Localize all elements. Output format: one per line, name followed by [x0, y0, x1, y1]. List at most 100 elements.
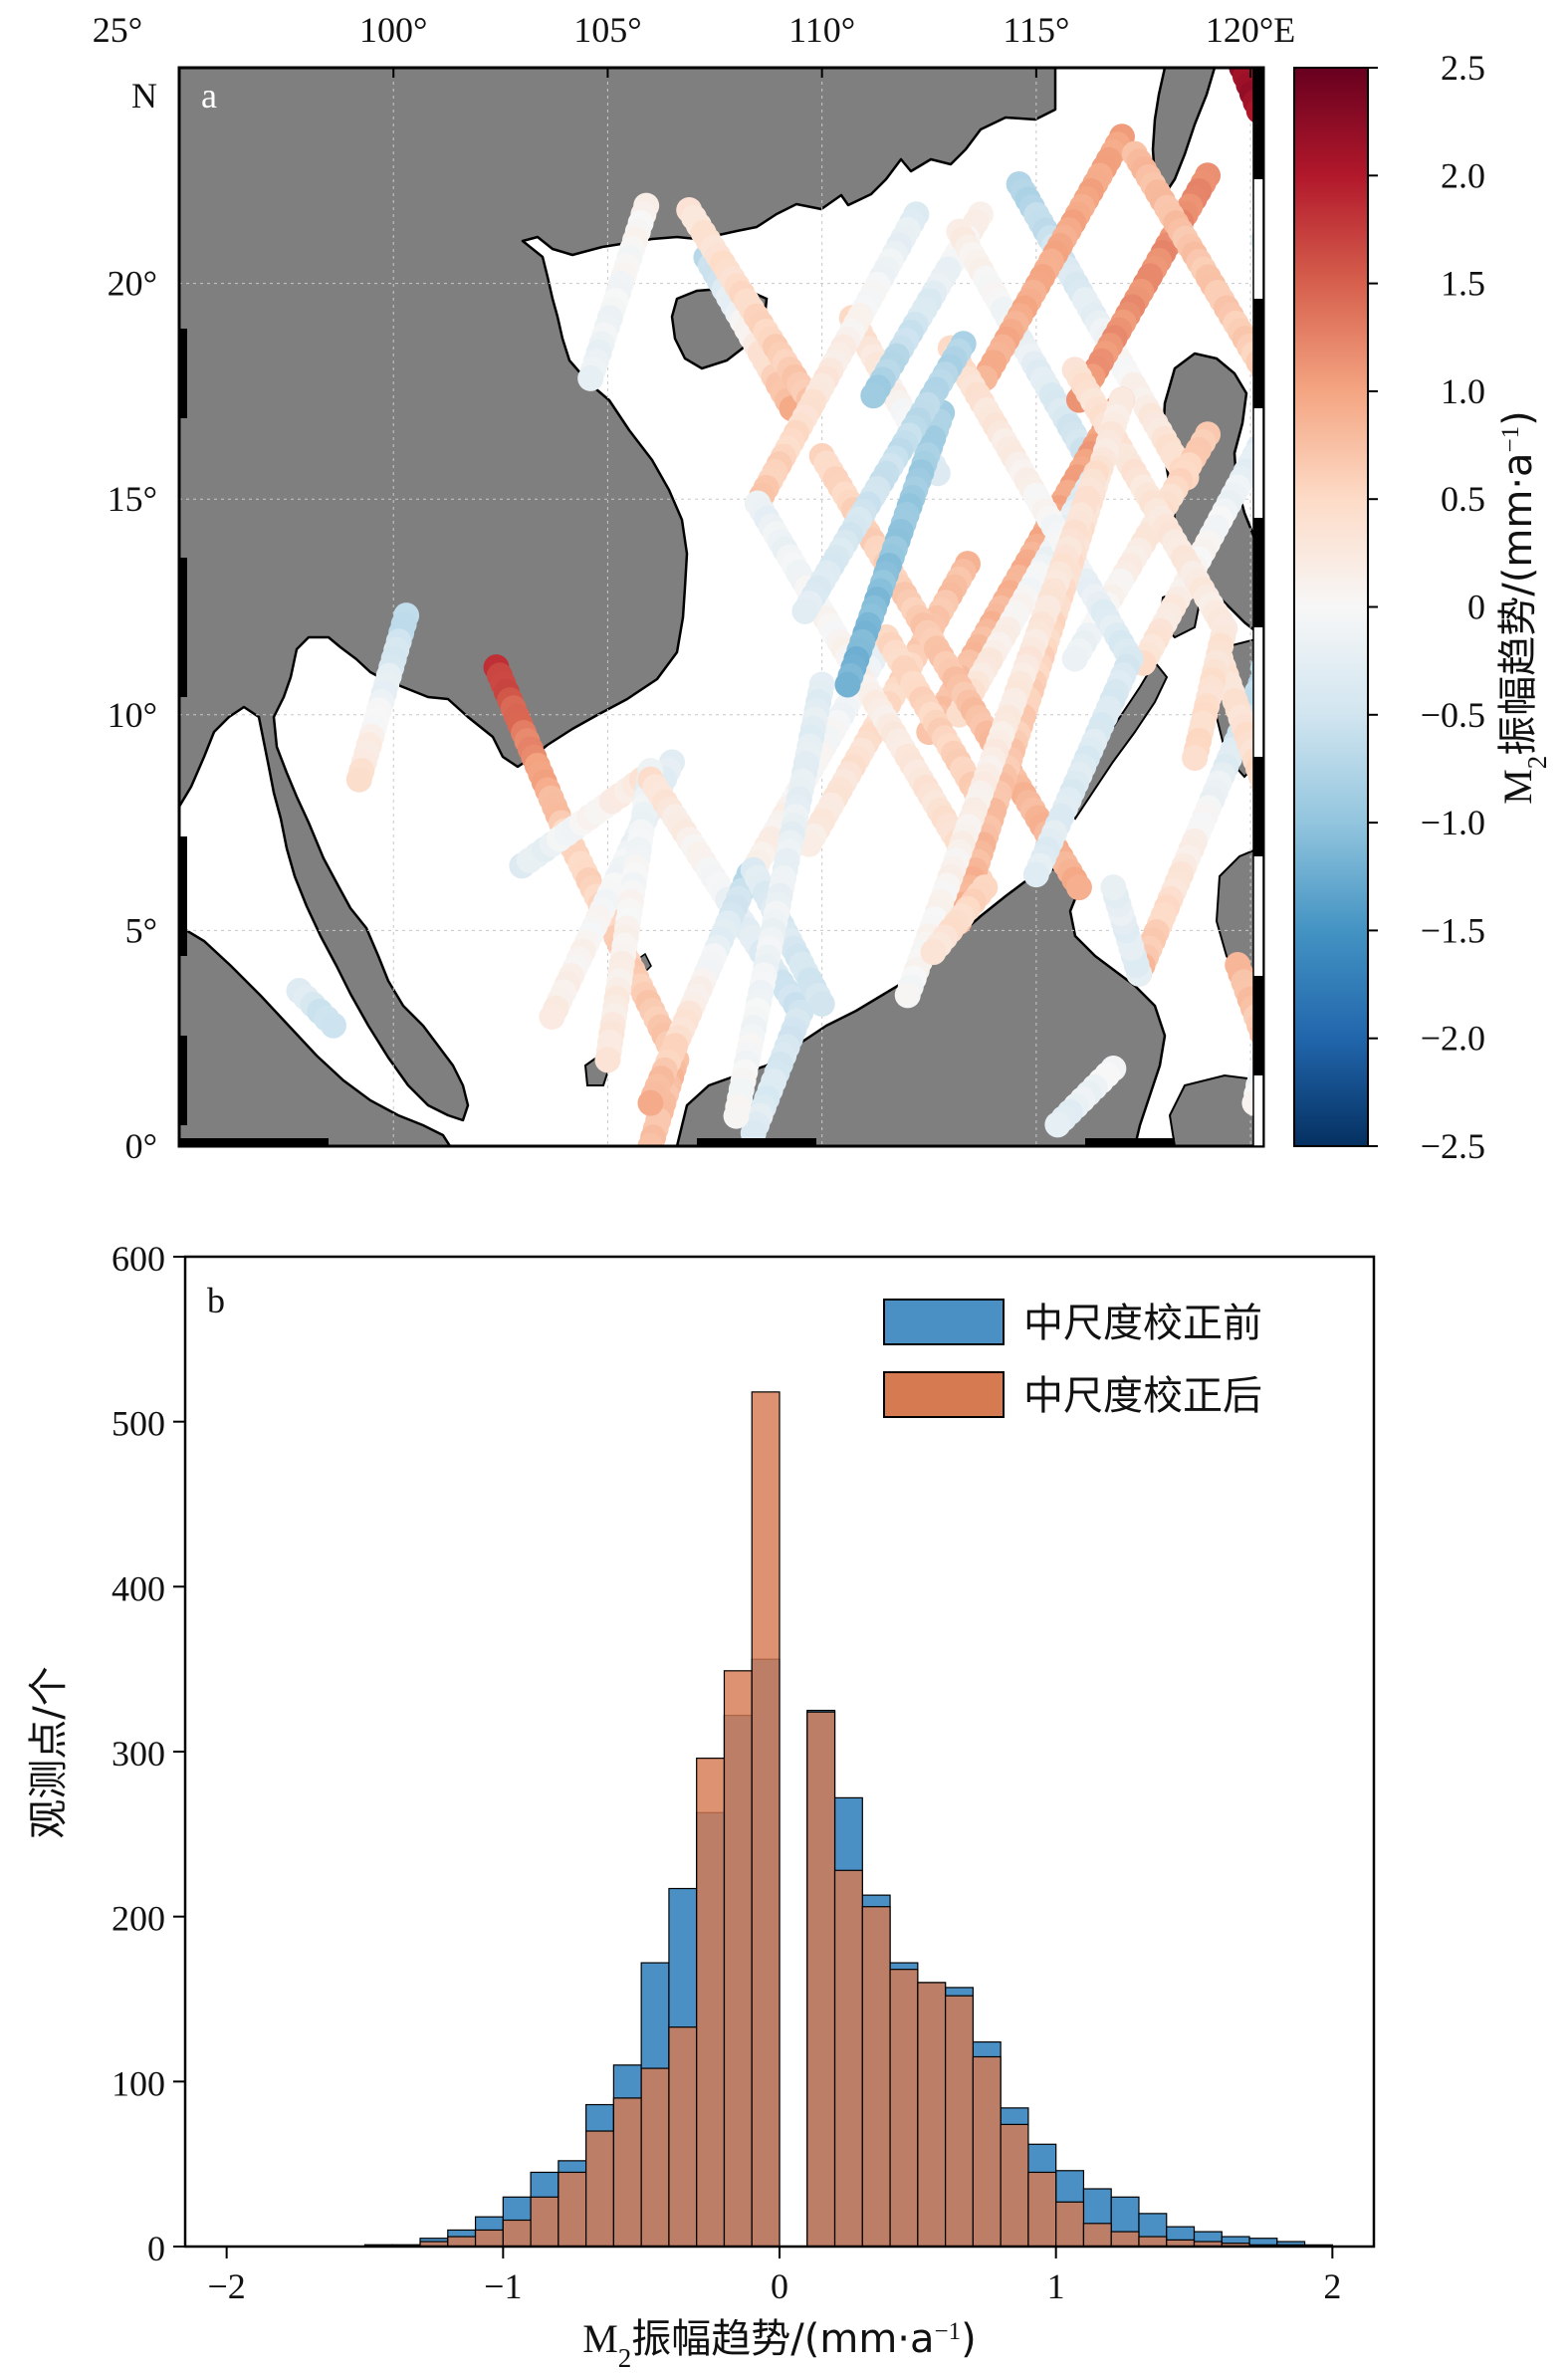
track-point [1022, 861, 1049, 888]
map-y-tick-label: 5° [125, 910, 157, 950]
histogram-bar [1082, 2223, 1112, 2248]
track-45 [723, 671, 835, 1129]
track-point [1265, 815, 1291, 840]
map-y-tick-label: 0° [125, 1126, 157, 1166]
legend-swatch-before [883, 1299, 1005, 1345]
histogram-y-tick-label: 600 [112, 1239, 165, 1279]
track-47 [1022, 645, 1144, 888]
colorbar-tick-label: 0.5 [1441, 479, 1485, 519]
map-frame-stripes [179, 68, 1263, 1146]
histogram-bar [972, 2055, 1002, 2248]
frame-stripe [1085, 1138, 1175, 1146]
track-point [1265, 689, 1291, 715]
track-point [920, 939, 947, 966]
track-point [1268, 824, 1294, 849]
legend-label-before: 中尺度校正前 [1023, 1301, 1262, 1346]
histogram-bar [945, 1995, 974, 2248]
frame-stripe [179, 1138, 329, 1146]
histogram-bar [696, 1758, 726, 2248]
panel-label-a: a [201, 76, 217, 116]
map-x-tick-label: 100° [359, 10, 427, 50]
histogram-legend: 中尺度校正前 中尺度校正后 [883, 1299, 1262, 1419]
track-33 [345, 602, 420, 793]
histogram-panel: −2 −1 0 1 2 0 100 200 300 400 500 600 b 中尺度校正前 中尺度校… [26, 1239, 1376, 2373]
land-mainland-asia [179, 68, 1057, 1122]
frame-stripe [179, 329, 187, 418]
map-y-tick-label: 10° [108, 695, 157, 735]
histogram-bar [558, 2171, 587, 2248]
map-panel: 25° 100° 105° 110° 115° 120°E N 20° 15° 10° 5° 0° a [93, 10, 1295, 1166]
track-46 [1100, 874, 1153, 987]
map-x-tick-label: 105° [573, 10, 641, 50]
track-point [320, 1012, 346, 1039]
track-49 [1044, 1056, 1127, 1138]
track-point [594, 1047, 621, 1073]
colorbar-tick-label: 2.0 [1441, 155, 1485, 195]
track-point [1269, 697, 1295, 723]
colorbar-gradient [1293, 67, 1369, 1147]
track-point [1264, 984, 1290, 1010]
track-point [791, 597, 818, 624]
histogram-bar [889, 1969, 919, 2248]
colorbar-tick-label: 2.5 [1441, 48, 1485, 88]
track-48 [1182, 615, 1238, 772]
histogram-bar [1000, 2123, 1029, 2248]
track-point [1262, 816, 1263, 824]
map-x-tick-label: 115° [1003, 10, 1069, 50]
track-11 [1121, 140, 1263, 383]
histogram-y-tick-label: 500 [112, 1404, 165, 1444]
map-x-tick-label: 110° [788, 10, 855, 50]
histogram-bar [917, 1982, 947, 2248]
track-point [1182, 745, 1209, 772]
histogram-bar [668, 2026, 698, 2248]
colorbar-label: M2振幅趋势/(mm·a−1) [1495, 410, 1552, 805]
track-point [1267, 260, 1293, 286]
histogram-bar [751, 1391, 781, 2248]
histogram-x-tick-label: 1 [1047, 2266, 1065, 2306]
histogram-bar [861, 1906, 891, 2248]
histogram-y-tick-label: 0 [147, 2229, 165, 2268]
histogram-y-tick-label: 100 [112, 2063, 165, 2103]
histogram-bar [502, 2219, 532, 2248]
histogram-bar [612, 2097, 642, 2248]
histogram-x-tick-label: 2 [1323, 2266, 1341, 2306]
histogram-x-axis-label: M2振幅趋势/(mm·a−1) [582, 2316, 977, 2373]
track-point [723, 1102, 750, 1129]
histogram-bar [447, 2236, 477, 2248]
histogram-bar [585, 2130, 614, 2248]
histogram-y-tick-label: 300 [112, 1734, 165, 1774]
histogram-bar [474, 2229, 504, 2248]
map-land [179, 68, 1263, 1146]
histogram-y-tick-label: 200 [112, 1899, 165, 1939]
colorbar-tick-label: 1.5 [1441, 264, 1485, 304]
frame-stripe [1253, 299, 1263, 408]
frame-stripe [1253, 68, 1263, 179]
histogram-bar [833, 1869, 863, 2248]
land-sumatra [179, 924, 452, 1146]
histogram-bar [806, 1711, 836, 2248]
histogram-bar [640, 2067, 670, 2248]
track-point [1065, 874, 1092, 901]
histogram-x-tick-label: −2 [207, 2266, 245, 2306]
track-point [1265, 975, 1291, 1001]
panel-label-b: b [207, 1281, 225, 1320]
colorbar-tick-label: 1.0 [1441, 371, 1485, 411]
track-point [808, 991, 835, 1018]
colorbar-tick-label: 0 [1467, 588, 1485, 627]
track-point [637, 1089, 664, 1116]
frame-stripe [179, 836, 187, 956]
track-50 [286, 978, 346, 1039]
map-ticks: 25° 100° 105° 110° 115° 120°E N 20° 15° 10° 5° 0° [93, 10, 1295, 1166]
track-point [1267, 966, 1293, 992]
track-point [860, 382, 887, 409]
track-37 [509, 766, 655, 879]
track-point [834, 671, 861, 698]
track-point [539, 1004, 565, 1031]
histogram-x-tick-label: 0 [771, 2266, 788, 2306]
track-point [345, 766, 372, 793]
histogram-y-axis-label: 观测点/个 [26, 1666, 72, 1838]
histogram-bar [1055, 2201, 1085, 2248]
track-point [894, 982, 921, 1009]
colorbar: 2.5 2.0 1.5 1.0 0.5 0 −0.5 −1.0 −1.5 −2.0 −2.5 M2振… [1293, 48, 1552, 1166]
track-point [637, 1133, 664, 1146]
